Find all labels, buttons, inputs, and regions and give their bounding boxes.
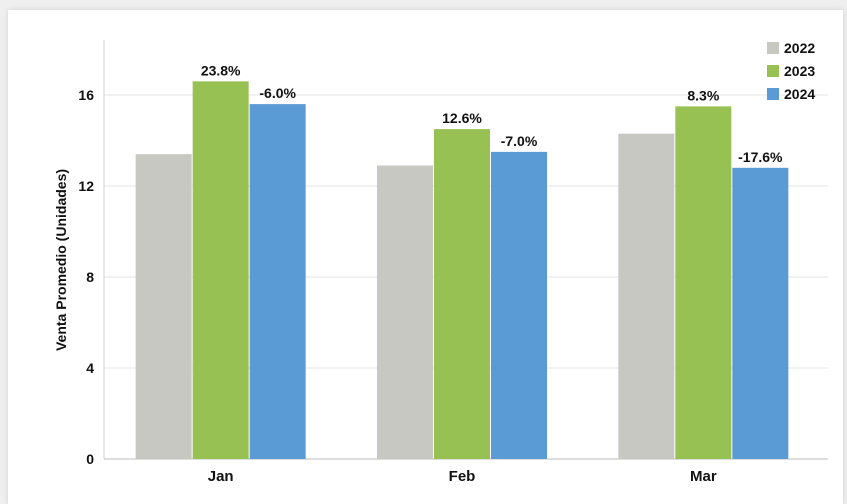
bar-2024-Mar: [732, 167, 789, 460]
data-label: 8.3%: [687, 87, 719, 103]
bar-2023-Mar: [675, 106, 732, 459]
x-tick-label: Jan: [208, 468, 234, 485]
bar-2022-Feb: [377, 165, 433, 459]
bar-chart: 0 4 8 12 16 23.8% -6.0% 12.6% -7.0% 8.3% -17.6% J…: [53, 40, 828, 485]
legend-swatch: [767, 42, 779, 54]
x-axis: Jan Feb Mar: [208, 468, 717, 485]
bar-2024-Feb: [491, 151, 547, 459]
chart-card: 0 4 8 12 16 23.8% -6.0% 12.6% -7.0% 8.3% -17.6% J…: [8, 10, 843, 504]
bar-2024-Jan: [249, 104, 306, 459]
x-tick-label: Mar: [690, 468, 717, 485]
data-label: 23.8%: [201, 62, 241, 78]
x-tick-label: Feb: [449, 468, 476, 485]
bar-2022-Mar: [618, 133, 675, 460]
legend-label: 2024: [784, 86, 815, 102]
data-label: 12.6%: [442, 110, 482, 126]
bar-2023-Jan: [192, 81, 249, 459]
legend-swatch: [767, 88, 779, 100]
legend-swatch: [767, 65, 779, 77]
y-tick-label: 8: [86, 269, 94, 285]
data-label: -7.0%: [501, 133, 538, 149]
y-tick-label: 16: [78, 87, 94, 103]
data-label: -17.6%: [738, 149, 783, 165]
bar-2022-Jan: [135, 154, 192, 459]
y-tick-label: 4: [86, 360, 94, 376]
legend-label: 2022: [784, 40, 815, 56]
y-tick-label: 12: [78, 178, 94, 194]
y-axis: 0 4 8 12 16: [78, 40, 105, 467]
legend-label: 2023: [784, 63, 815, 79]
bar-2023-Feb: [434, 129, 490, 459]
data-labels: 23.8% -6.0% 12.6% -7.0% 8.3% -17.6%: [201, 62, 783, 164]
legend: 2022 2023 2024: [767, 40, 815, 102]
y-tick-label: 0: [86, 451, 94, 467]
data-label: -6.0%: [259, 85, 296, 101]
bars: [135, 81, 789, 460]
y-axis-title: Venta Promedio (Unidades): [53, 169, 69, 351]
